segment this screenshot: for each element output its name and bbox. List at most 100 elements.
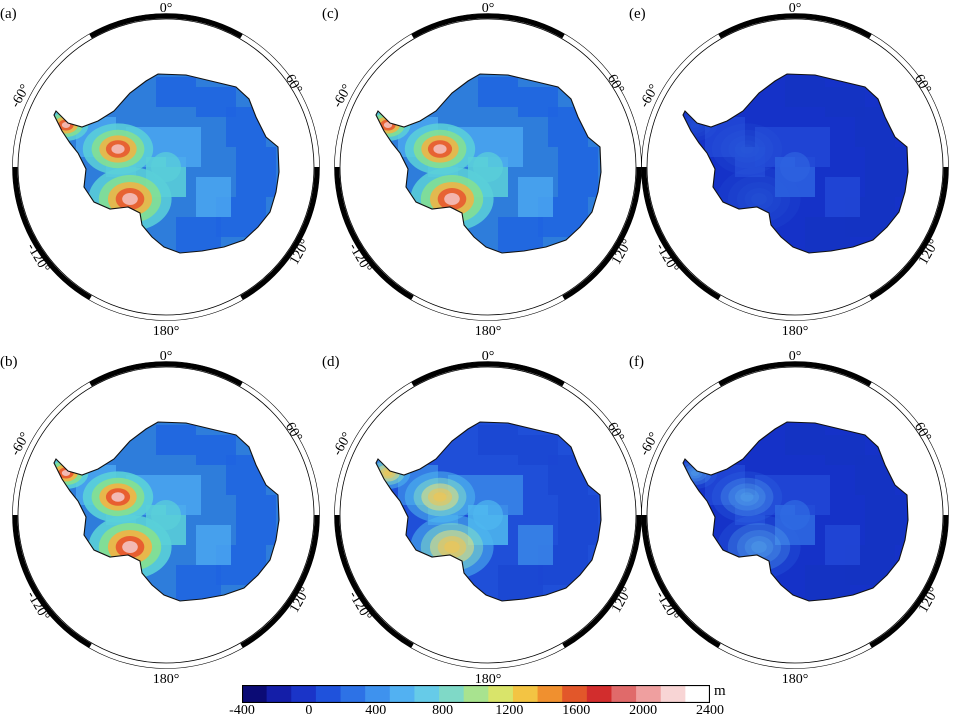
polar-map bbox=[12, 13, 320, 321]
angle-label-0: 0° bbox=[159, 349, 173, 364]
panel-label: (b) bbox=[0, 354, 18, 370]
frame-arc-2 bbox=[334, 166, 414, 300]
outer-graticule-ring bbox=[17, 366, 315, 664]
colorbar-swatch-6 bbox=[389, 685, 415, 703]
frame-arc-0 bbox=[718, 13, 872, 39]
angle-label-180: 180° bbox=[474, 672, 502, 687]
frame-outer-line bbox=[641, 361, 949, 669]
angle-label-0: 0° bbox=[481, 349, 495, 364]
frame-arc-1 bbox=[562, 166, 642, 300]
frame-arc-1 bbox=[240, 166, 320, 300]
panel-label: (e) bbox=[629, 6, 646, 22]
colorbar-swatch-17 bbox=[660, 685, 686, 703]
panel-label: (d) bbox=[322, 354, 340, 370]
continent-field bbox=[683, 422, 908, 601]
colorbar-swatch-12 bbox=[537, 685, 563, 703]
polar-map bbox=[641, 361, 949, 669]
polar-map bbox=[641, 13, 949, 321]
frame-arc-1 bbox=[869, 166, 949, 300]
polar-map bbox=[12, 361, 320, 669]
frame-arc-2 bbox=[12, 166, 92, 300]
outer-graticule-ring bbox=[646, 366, 944, 664]
angle-label-180: 180° bbox=[781, 672, 809, 687]
angle-label-180: 180° bbox=[152, 324, 180, 339]
frame-outer-line bbox=[12, 361, 320, 669]
angle-label-180: 180° bbox=[152, 672, 180, 687]
angle-label-180: 180° bbox=[474, 324, 502, 339]
colorbar-swatch-8 bbox=[439, 685, 465, 703]
coastline bbox=[375, 421, 602, 602]
angle-label-180: 180° bbox=[781, 324, 809, 339]
colorbar-swatch-0 bbox=[242, 685, 268, 703]
outer-graticule-ring bbox=[17, 18, 315, 316]
colorbar-unit: m bbox=[714, 683, 726, 699]
frame-arc-0 bbox=[411, 361, 565, 387]
colorbar-tick-label: 1600 bbox=[562, 703, 591, 718]
colorbar-tick-label: 800 bbox=[432, 703, 454, 718]
continent-field bbox=[54, 422, 279, 601]
frame-arc-0 bbox=[718, 361, 872, 387]
frame-arc-0 bbox=[411, 13, 565, 39]
coastline bbox=[53, 73, 280, 254]
continent-field bbox=[54, 74, 279, 253]
colorbar-swatch-13 bbox=[562, 685, 588, 703]
colorbar-swatch-15 bbox=[611, 685, 637, 703]
panel-label: (a) bbox=[0, 6, 17, 22]
frame-arc-2 bbox=[12, 514, 92, 648]
colorbar-swatch-16 bbox=[636, 685, 662, 703]
polar-map bbox=[334, 13, 642, 321]
colorbar-swatch-18 bbox=[685, 685, 711, 703]
panel-label: (c) bbox=[322, 6, 339, 22]
frame-arc-2 bbox=[334, 514, 414, 648]
colorbar-swatch-5 bbox=[365, 685, 391, 703]
colorbar-tick-label: -400 bbox=[229, 703, 255, 718]
coastline bbox=[53, 421, 280, 602]
map-panel-f: (f) 0° 180° 60° 120° -60° -120° bbox=[629, 349, 957, 695]
colorbar-swatch-3 bbox=[315, 685, 342, 703]
angle-label-0: 0° bbox=[788, 1, 802, 16]
colorbar-border bbox=[241, 684, 711, 704]
frame-arc-2 bbox=[641, 166, 721, 300]
colorbar-swatch-9 bbox=[463, 685, 489, 703]
continent-field bbox=[683, 74, 908, 253]
continent-field bbox=[376, 422, 601, 601]
colorbar-swatch-4 bbox=[340, 685, 366, 703]
colorbar-swatch-1 bbox=[266, 685, 292, 703]
colorbar-svg bbox=[241, 684, 711, 704]
frame-arc-2 bbox=[641, 514, 721, 648]
colorbar-tick-label: 2400 bbox=[696, 703, 724, 718]
map-panel-c: (c) 0° 180° 60° 120° -60° -120° bbox=[322, 1, 650, 347]
colorbar-swatch-7 bbox=[414, 685, 440, 703]
continent-field bbox=[376, 74, 601, 253]
map-panel-a: (a) 0° 180° 60° 120° -60° -120° bbox=[0, 1, 328, 347]
frame-outer-line bbox=[641, 13, 949, 321]
outer-graticule-ring bbox=[339, 18, 637, 316]
outer-graticule-ring bbox=[339, 366, 637, 664]
frame-arc-1 bbox=[240, 514, 320, 648]
colorbar-swatch-10 bbox=[488, 685, 514, 703]
coastline bbox=[682, 73, 909, 254]
frame-arc-0 bbox=[89, 13, 243, 39]
angle-label-0: 0° bbox=[788, 349, 802, 364]
frame-arc-1 bbox=[869, 514, 949, 648]
colorbar-swatch-14 bbox=[586, 685, 612, 703]
colorbar-tick-label: 400 bbox=[365, 703, 387, 718]
map-panel-b: (b) 0° 180° 60° 120° -60° -120° bbox=[0, 349, 328, 695]
colorbar-swatch-11 bbox=[512, 685, 539, 703]
coastline bbox=[375, 73, 602, 254]
panel-label: (f) bbox=[629, 354, 644, 370]
colorbar bbox=[241, 684, 711, 704]
coastline bbox=[682, 421, 909, 602]
colorbar-swatch-2 bbox=[291, 685, 317, 703]
polar-map bbox=[334, 361, 642, 669]
frame-outer-line bbox=[12, 13, 320, 321]
colorbar-tick-label: 1200 bbox=[495, 703, 524, 718]
map-panel-d: (d) 0° 180° 60° 120° -60° -120° bbox=[322, 349, 650, 695]
colorbar-tick-label: 0 bbox=[305, 703, 313, 718]
map-panel-e: (e) 0° 180° 60° 120° -60° -120° bbox=[629, 1, 957, 347]
outer-graticule-ring bbox=[646, 18, 944, 316]
angle-label-0: 0° bbox=[481, 1, 495, 16]
angle-label-0: 0° bbox=[159, 1, 173, 16]
colorbar-tick-label: 2000 bbox=[629, 703, 658, 718]
frame-arc-0 bbox=[89, 361, 243, 387]
